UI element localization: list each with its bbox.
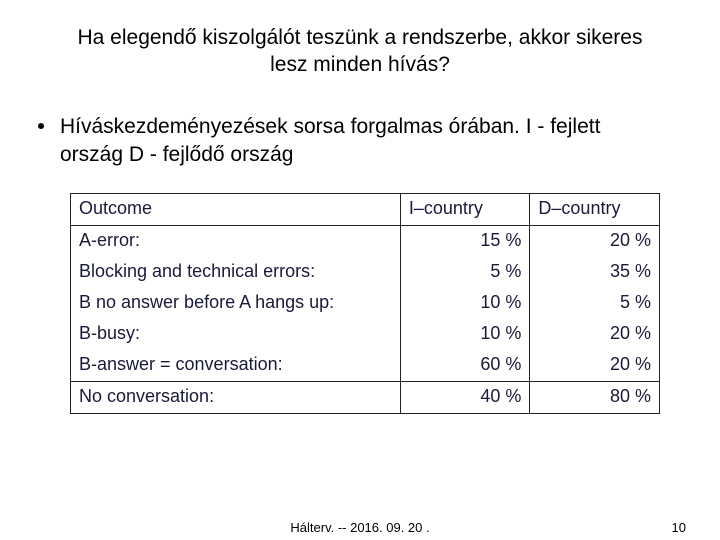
table-row-i: 10 %	[401, 319, 530, 350]
table-row-d: 5 %	[530, 288, 659, 319]
table-summary-i: 40 %	[400, 382, 530, 414]
table-row-d: 35 %	[530, 257, 659, 288]
table-row-i: 15 %	[401, 226, 530, 257]
table-header-outcome: Outcome	[71, 194, 401, 226]
bullet-item: Híváskezdeményezések sorsa forgalmas órá…	[0, 79, 720, 170]
table-row-d: 20 %	[530, 226, 659, 257]
table-row-i: 60 %	[401, 350, 530, 381]
table-row-d: 20 %	[530, 350, 659, 381]
slide-title: Ha elegendő kiszolgálót teszünk a rendsz…	[0, 0, 720, 79]
table-row-i: 10 %	[401, 288, 530, 319]
table-header-dcountry: D–country	[530, 194, 660, 226]
table-row-label: Blocking and technical errors:	[71, 257, 400, 288]
footer-text: Hálterv. -- 2016. 09. 20 .	[290, 520, 429, 535]
bullet-dot-icon	[38, 123, 44, 129]
bullet-text: Híváskezdeményezések sorsa forgalmas órá…	[60, 113, 660, 170]
table-row-label: A-error:	[71, 226, 400, 257]
outcome-table: Outcome I–country D–country A-error: Blo…	[70, 193, 660, 414]
page-number: 10	[672, 520, 686, 535]
table-row-label: B-busy:	[71, 319, 400, 350]
table-header-icountry: I–country	[400, 194, 530, 226]
table-row-i: 5 %	[401, 257, 530, 288]
table-row-label: B-answer = conversation:	[71, 350, 400, 381]
table-summary-d: 80 %	[530, 382, 660, 414]
slide: Ha elegendő kiszolgálót teszünk a rendsz…	[0, 0, 720, 540]
table-summary-label: No conversation:	[71, 382, 401, 414]
table-row-label: B no answer before A hangs up:	[71, 288, 400, 319]
table-row-d: 20 %	[530, 319, 659, 350]
